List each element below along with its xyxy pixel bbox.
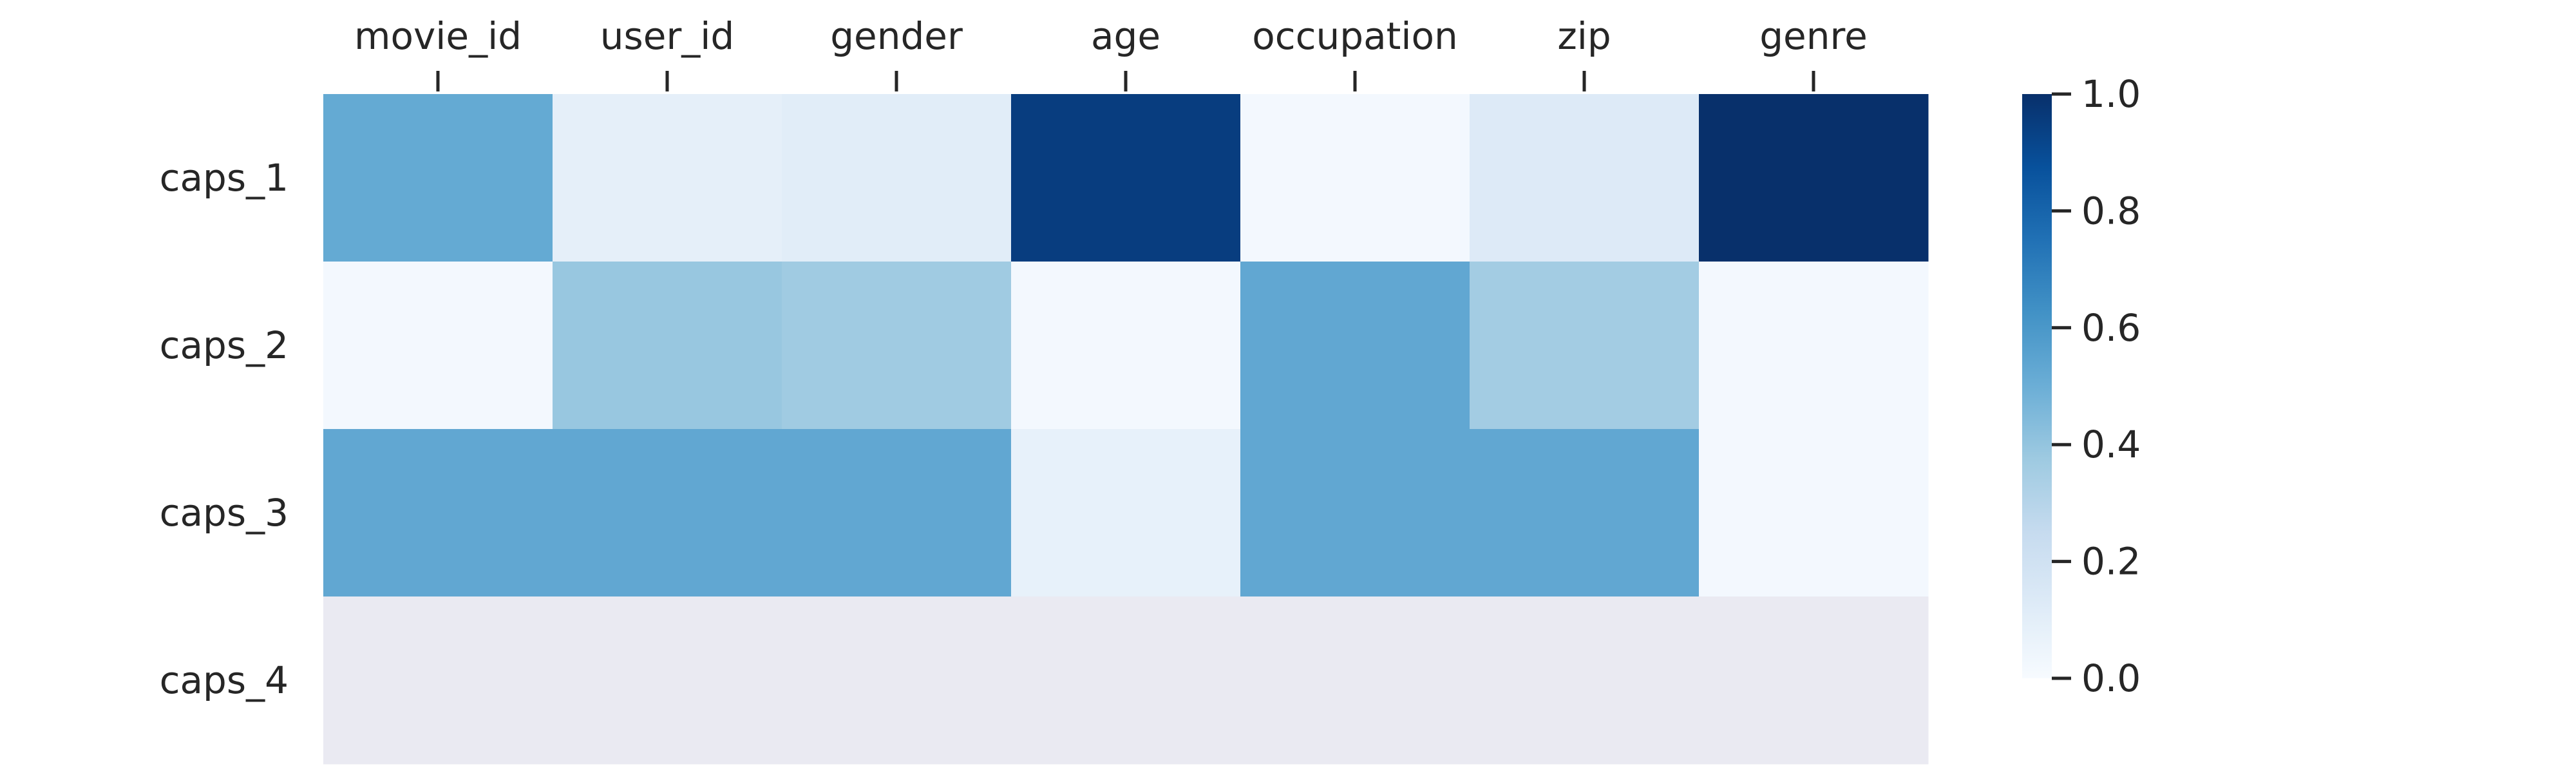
colorbar-tick-label: 1.0 [2081,72,2141,116]
heatmap-cell [553,429,782,597]
heatmap-cell [782,94,1012,262]
x-tick-label: age [1091,14,1160,58]
colorbar-tick-label: 0.2 [2081,540,2141,584]
x-axis: movie_id user_id gender age occupation zip gen… [354,14,1868,91]
heatmap-cell [1699,596,1929,765]
colorbar-tick-label: 0.0 [2081,656,2141,700]
x-tick-label: user_id [600,14,734,58]
colorbar-tick-label: 0.8 [2081,189,2141,233]
heatmap-cell [1699,262,1929,430]
x-tick-label: movie_id [354,14,522,58]
heatmap-cell [1470,429,1700,597]
heatmap-cell [1011,94,1241,262]
colorbar-tick-label: 0.4 [2081,423,2141,466]
x-tick-label: zip [1557,14,1611,58]
heatmap-cell [1470,262,1700,430]
heatmap-cell [782,262,1012,430]
heatmap-cell [1011,596,1241,765]
colorbar: 0.0 0.2 0.4 0.6 0.8 1.0 [2022,72,2141,700]
heatmap-cell [553,94,782,262]
x-tick-label: occupation [1252,14,1457,58]
heatmap-cell [323,596,553,765]
heatmap-cell [1470,94,1700,262]
heatmap-cell [1240,262,1470,430]
y-tick-label: caps_2 [160,323,289,367]
heatmap-cell [1699,429,1929,597]
heatmap-cell [323,262,553,430]
heatmap-cell [1240,429,1470,597]
y-tick-label: caps_3 [160,491,289,535]
x-tick-label: genre [1759,14,1868,58]
heatmap-cell [323,94,553,262]
heatmap-cell [1240,94,1470,262]
y-tick-label: caps_1 [160,156,289,200]
heatmap-cell [782,429,1012,597]
colorbar-tick-label: 0.6 [2081,306,2141,350]
heatmap-cell [323,429,553,597]
heatmap-cell [1470,596,1700,765]
heatmap-cell [782,596,1012,765]
heatmap-cells [323,94,1929,765]
colorbar-gradient [2022,94,2052,678]
heatmap-cell [553,262,782,430]
heatmap-cell [1011,429,1241,597]
heatmap-cell [1699,94,1929,262]
heatmap-cell [553,596,782,765]
y-tick-label: caps_4 [160,658,289,702]
x-tick-label: gender [830,14,963,58]
y-axis: caps_1 caps_2 caps_3 caps_4 [160,156,289,702]
heatmap-cell [1011,262,1241,430]
heatmap-cell [1240,596,1470,765]
